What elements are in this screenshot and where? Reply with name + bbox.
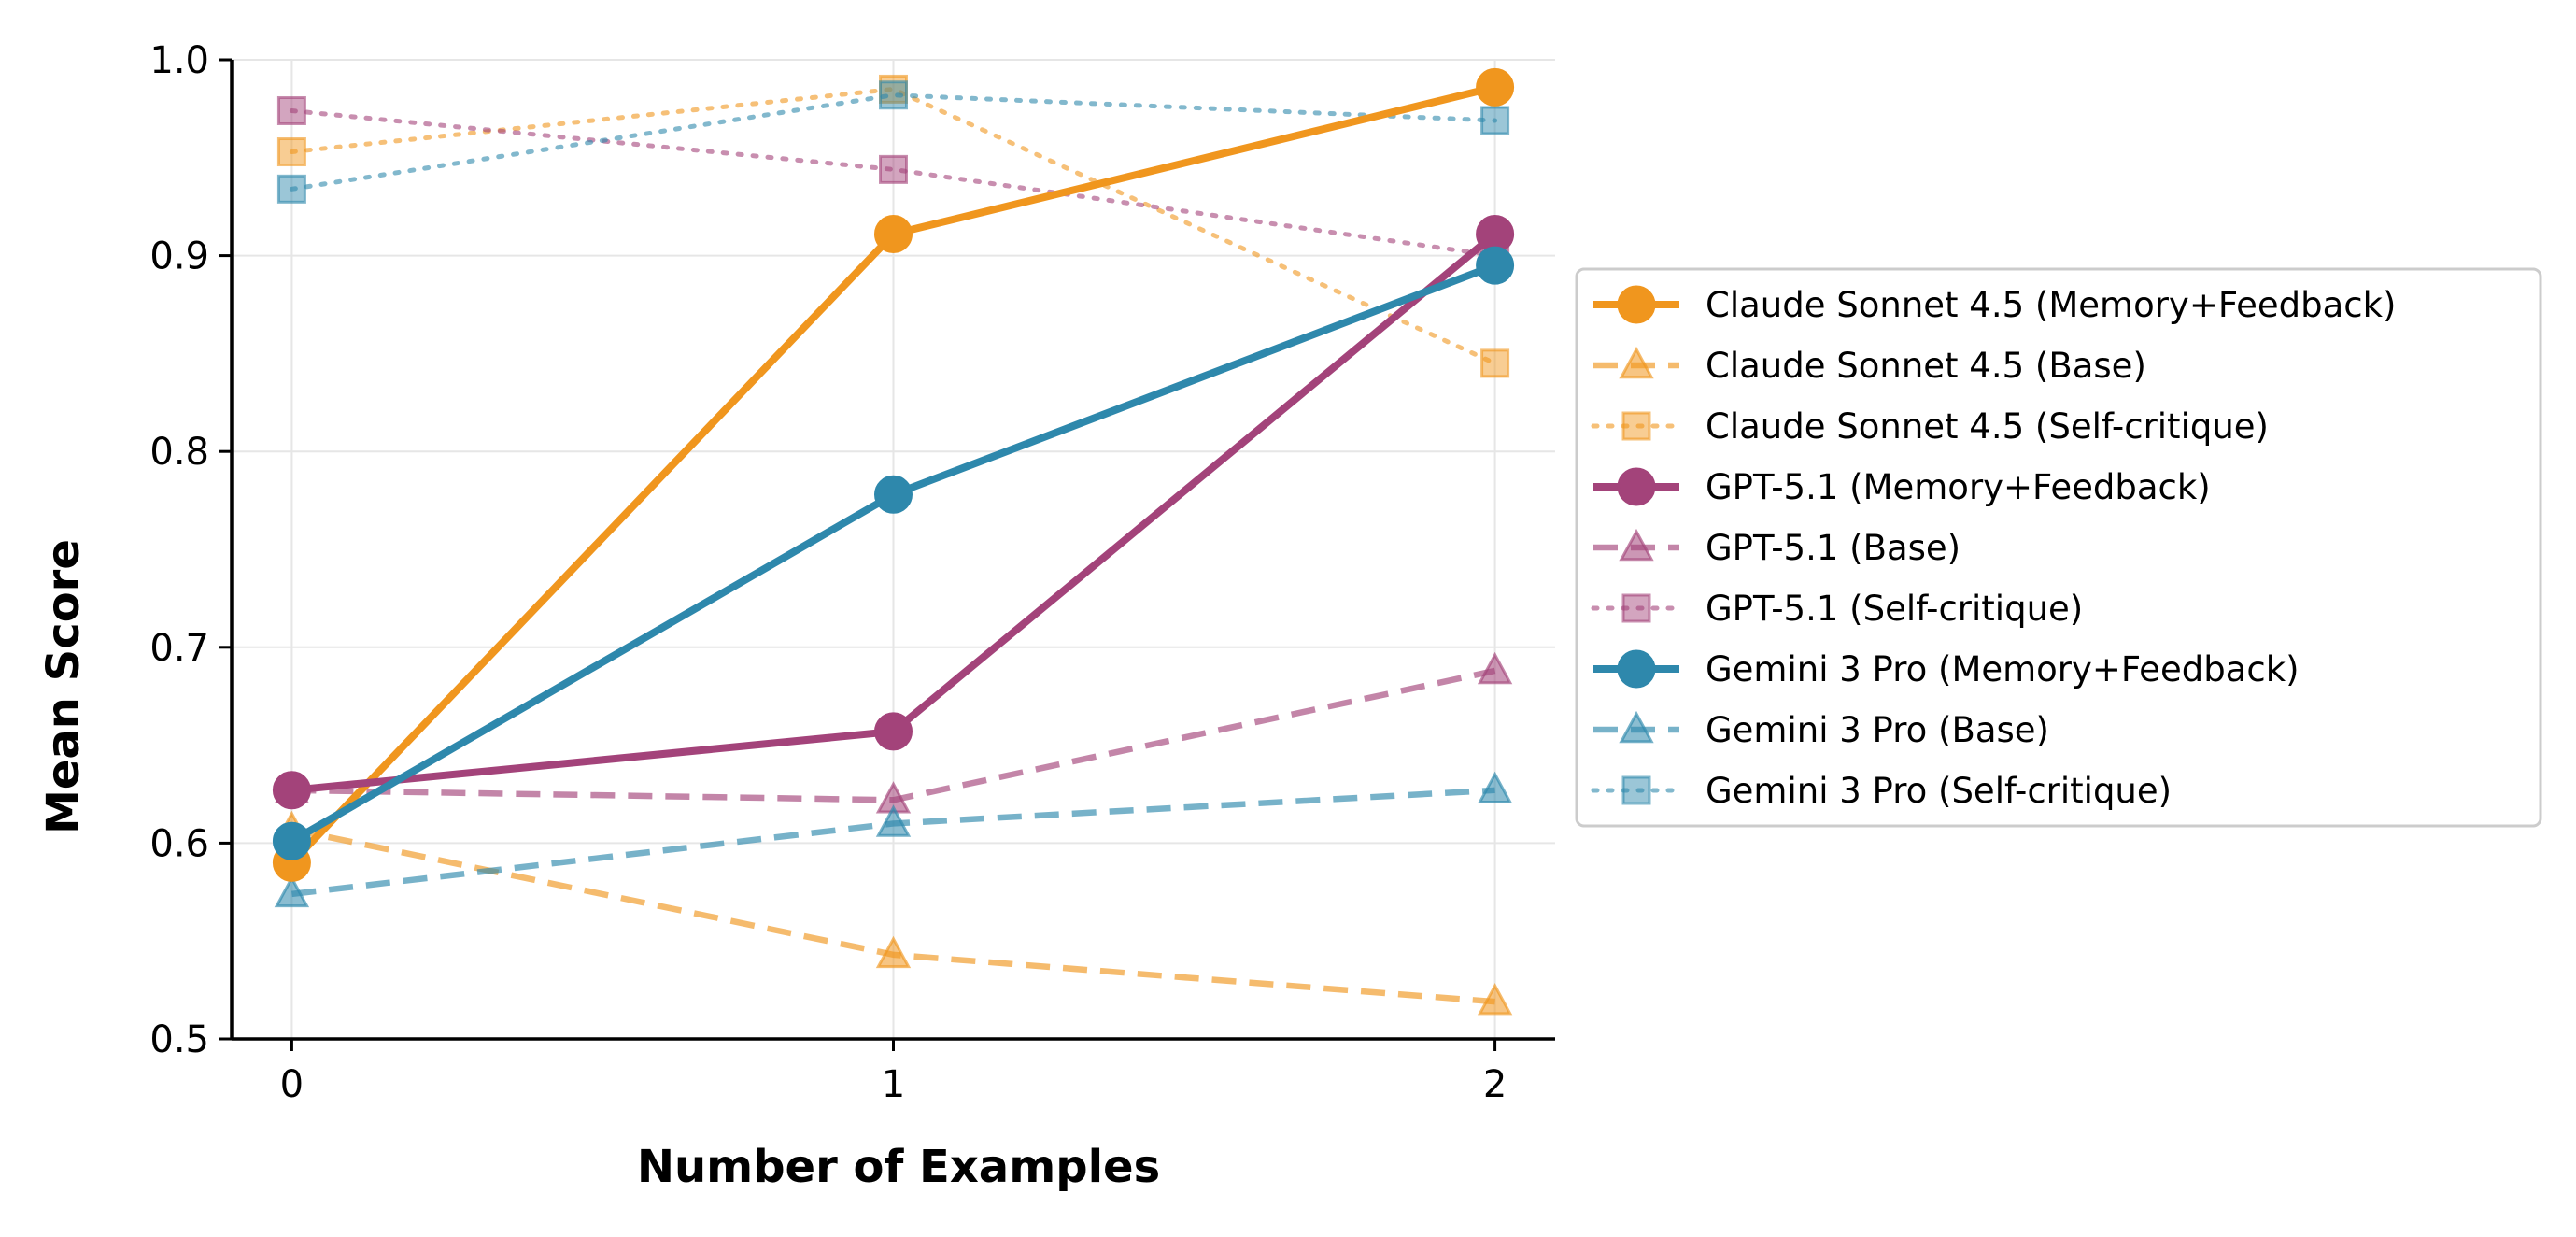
legend-item: Gemini 3 Pro (Base) [1593, 710, 2049, 750]
data-point [874, 215, 913, 254]
data-point [274, 874, 310, 908]
data-point [874, 475, 913, 514]
legend-item: Claude Sonnet 4.5 (Self-critique) [1591, 406, 2269, 447]
data-point [272, 771, 311, 810]
legend-marker [1617, 649, 1656, 689]
legend-label: Gemini 3 Pro (Memory+Feedback) [1706, 649, 2300, 690]
data-point [1477, 651, 1513, 685]
y-tick-label: 0.7 [149, 627, 209, 670]
data-point [1476, 67, 1515, 107]
legend-marker [1619, 346, 1654, 379]
x-tick-label: 1 [882, 1063, 905, 1106]
data-point [276, 137, 306, 167]
legend-item: Claude Sonnet 4.5 (Base) [1593, 346, 2146, 386]
legend-marker [1621, 775, 1651, 805]
legend-marker [1619, 710, 1654, 744]
x-tick-label: 0 [280, 1063, 304, 1106]
legend-box [1575, 267, 2542, 828]
series-3 [272, 215, 1515, 810]
legend-marker [1619, 528, 1654, 562]
series-6 [272, 246, 1515, 860]
legend-label: GPT-5.1 (Self-critique) [1706, 589, 2083, 629]
legend-label: GPT-5.1 (Memory+Feedback) [1706, 467, 2211, 507]
legend-item: Claude Sonnet 4.5 (Memory+Feedback) [1593, 285, 2396, 325]
y-tick-label: 0.8 [149, 431, 209, 474]
legend-item: Gemini 3 Pro (Self-critique) [1591, 771, 2172, 811]
data-point [276, 174, 306, 204]
legend-marker [1621, 411, 1651, 441]
legend: Claude Sonnet 4.5 (Memory+Feedback) Claud… [1575, 267, 2542, 828]
grid-lines [232, 59, 1555, 1040]
tick-labels: 0.5 0.6 0.7 0.8 0.9 1.0 0 1 2 [149, 39, 1507, 1106]
legend-label: Claude Sonnet 4.5 (Memory+Feedback) [1706, 285, 2396, 325]
legend-label: Gemini 3 Pro (Base) [1706, 710, 2049, 750]
legend-item: GPT-5.1 (Base) [1593, 528, 1960, 568]
data-point [1476, 246, 1515, 285]
y-tick-label: 1.0 [149, 39, 209, 82]
legend-label: Claude Sonnet 4.5 (Self-critique) [1706, 406, 2269, 447]
series-8 [276, 80, 1510, 204]
data-point [1480, 106, 1510, 135]
legend-label: Gemini 3 Pro (Self-critique) [1706, 771, 2172, 811]
data-point [272, 821, 311, 860]
legend-marker [1617, 285, 1656, 324]
legend-label: Claude Sonnet 4.5 (Base) [1706, 346, 2146, 386]
data-point [1477, 983, 1513, 1016]
y-axis-label: Mean Score [37, 539, 90, 834]
series-line [289, 86, 1498, 366]
data-point [875, 804, 912, 837]
legend-item: Gemini 3 Pro (Memory+Feedback) [1593, 649, 2300, 690]
data-point [276, 95, 306, 125]
legend-marker [1621, 593, 1651, 623]
series-layer [272, 67, 1515, 1016]
legend-label: GPT-5.1 (Base) [1706, 528, 1960, 568]
legend-item: GPT-5.1 (Memory+Feedback) [1593, 467, 2211, 507]
series-7 [274, 771, 1513, 908]
data-point [879, 154, 908, 184]
series-2 [276, 74, 1510, 378]
data-point [1477, 771, 1513, 804]
data-point [1480, 348, 1510, 378]
y-tick-label: 0.9 [149, 235, 209, 278]
series-0 [272, 67, 1515, 882]
legend-item: GPT-5.1 (Self-critique) [1591, 589, 2083, 629]
data-point [875, 935, 912, 969]
data-point [874, 712, 913, 751]
data-point [879, 80, 908, 110]
x-axis-label: Number of Examples [637, 1141, 1160, 1193]
y-tick-label: 0.6 [149, 822, 209, 865]
legend-marker [1617, 467, 1656, 506]
y-tick-label: 0.5 [149, 1018, 209, 1061]
x-tick-label: 2 [1483, 1063, 1507, 1106]
